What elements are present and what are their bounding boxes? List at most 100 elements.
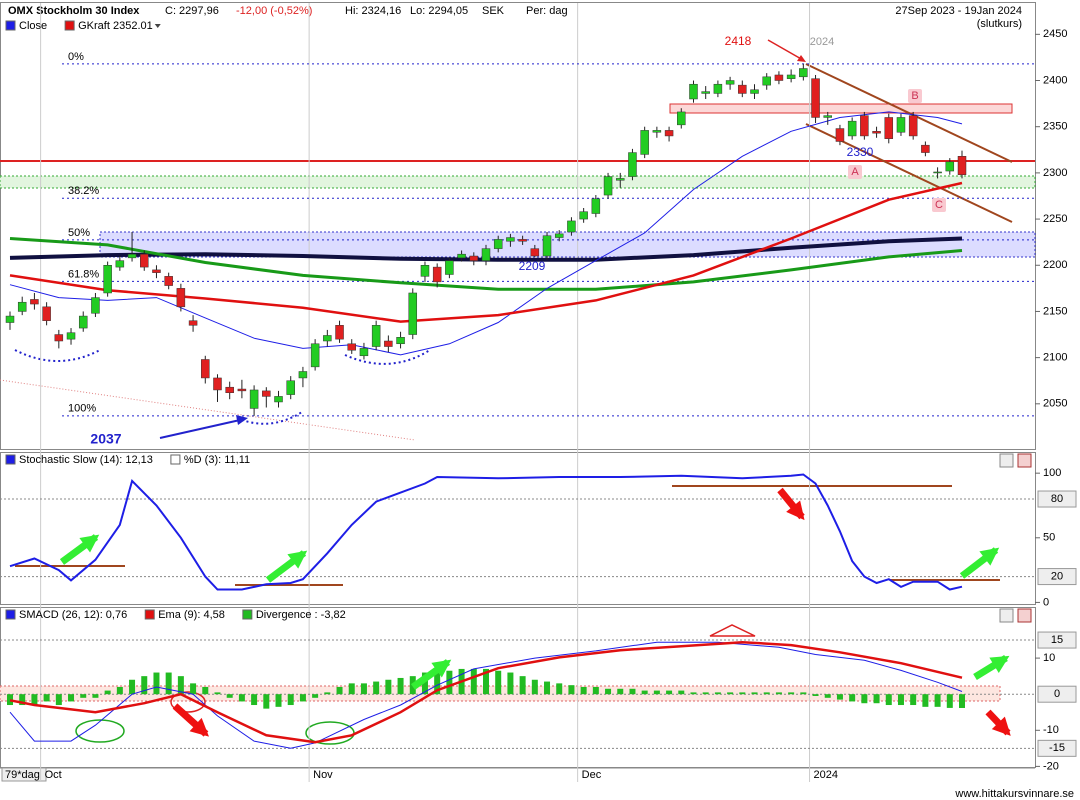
legend-label: SMACD (26, 12): 0,76 <box>19 609 127 621</box>
chart-title: OMX Stockholm 30 Index <box>8 5 140 17</box>
fib-label: 61.8% <box>68 268 99 280</box>
divergence-bar <box>421 672 428 695</box>
candle-body <box>506 237 515 242</box>
price-type: (slutkurs) <box>977 18 1022 30</box>
divergence-bar <box>373 681 380 695</box>
candle-body <box>554 233 564 238</box>
y-tick-label: 2050 <box>1043 398 1067 410</box>
candle-body <box>457 253 466 259</box>
divergence-bar <box>55 694 62 706</box>
divergence-bar <box>910 694 917 706</box>
candle-body <box>872 131 881 134</box>
candle-body <box>396 337 405 345</box>
candle-body <box>103 265 112 294</box>
highlight-ellipse <box>75 719 125 743</box>
candle-body <box>262 390 271 397</box>
candle-body <box>481 248 491 261</box>
candle-body <box>176 288 186 308</box>
price-change: -12,00 (-0,52%) <box>236 5 312 17</box>
fib-label: 0% <box>68 51 84 63</box>
close-price: C: 2297,96 <box>165 5 219 17</box>
trend-line <box>805 63 1013 163</box>
divergence-bar <box>800 692 807 695</box>
candle-body <box>469 255 479 261</box>
divergence-bar <box>202 686 209 695</box>
y-tick-label: 100 <box>1043 467 1061 479</box>
divergence-bar <box>287 694 294 706</box>
settings-icon[interactable] <box>999 453 1014 468</box>
series-line <box>9 111 963 356</box>
close-icon[interactable] <box>1017 608 1032 623</box>
annotation: A <box>851 166 859 178</box>
divergence-bar <box>897 694 904 706</box>
candle-body <box>274 396 283 403</box>
divergence-bar <box>531 679 538 695</box>
divergence-bar <box>470 668 477 695</box>
candle-body <box>945 161 955 172</box>
signal-arrow <box>989 655 1010 673</box>
divergence-bar <box>446 670 453 695</box>
candle-body <box>847 120 857 137</box>
currency: SEK <box>482 5 505 17</box>
candle-body <box>652 130 662 133</box>
divergence-bar <box>495 670 502 695</box>
y-tick-label: 2250 <box>1043 213 1067 225</box>
candle-body <box>957 156 967 176</box>
candle-body <box>115 260 125 268</box>
y-tick-label: 2100 <box>1043 352 1067 364</box>
reference-label-box <box>1037 568 1077 586</box>
pointer-arrow <box>236 415 248 425</box>
candle-body <box>689 83 698 100</box>
panel-icons <box>999 453 1032 623</box>
series-line <box>9 640 963 744</box>
candle-body <box>310 343 320 368</box>
divergence-bar <box>873 694 880 704</box>
candle-body <box>152 269 161 273</box>
divergence-bar <box>775 692 782 695</box>
close-icon[interactable] <box>1017 453 1032 468</box>
divergence-bar <box>617 688 624 695</box>
pointer-arrow <box>159 419 241 439</box>
candle-body <box>286 380 295 395</box>
divergence-bar <box>946 694 953 708</box>
divergence-bar <box>714 692 721 695</box>
divergence-bar <box>177 676 184 695</box>
divergence-bar <box>129 679 136 695</box>
candle-body <box>30 299 39 305</box>
reference-label-box <box>1037 685 1077 703</box>
divergence-bar <box>141 676 148 695</box>
divergence-bar <box>251 694 258 706</box>
candle-body <box>591 198 601 214</box>
divergence-bar <box>959 694 965 708</box>
annotation: B <box>911 90 918 102</box>
high-price: Hi: 2324,16 <box>345 5 401 17</box>
legend-label: Close <box>19 20 47 32</box>
top-marker <box>709 624 756 637</box>
divergence-bar <box>275 694 282 707</box>
divergence-bar <box>580 686 587 695</box>
x-tick-label: Dec <box>582 769 602 781</box>
candle-body <box>579 211 588 220</box>
x-tick-label: Nov <box>313 769 333 781</box>
candle-body <box>225 386 234 393</box>
candle-body <box>384 340 393 347</box>
price-panel <box>0 2 1036 450</box>
candle-body <box>628 152 637 177</box>
divergence-bar <box>885 694 892 706</box>
candle-body <box>567 220 576 233</box>
divergence-bar <box>68 694 75 702</box>
fib-label: 38.2% <box>68 185 99 197</box>
annotation: C <box>935 199 943 211</box>
candle-body <box>66 332 76 340</box>
candle-body <box>896 117 906 133</box>
reference-label: 0 <box>1054 688 1060 700</box>
pointer-arrow <box>797 55 806 62</box>
divergence-bar <box>31 694 38 706</box>
divergence-bar <box>19 694 26 706</box>
divergence-bar <box>641 690 648 695</box>
divergence-bar <box>605 688 612 695</box>
settings-icon[interactable] <box>999 608 1014 623</box>
candle-body <box>921 144 930 153</box>
divergence-bar <box>812 694 819 696</box>
legend-dropdown <box>154 24 161 28</box>
